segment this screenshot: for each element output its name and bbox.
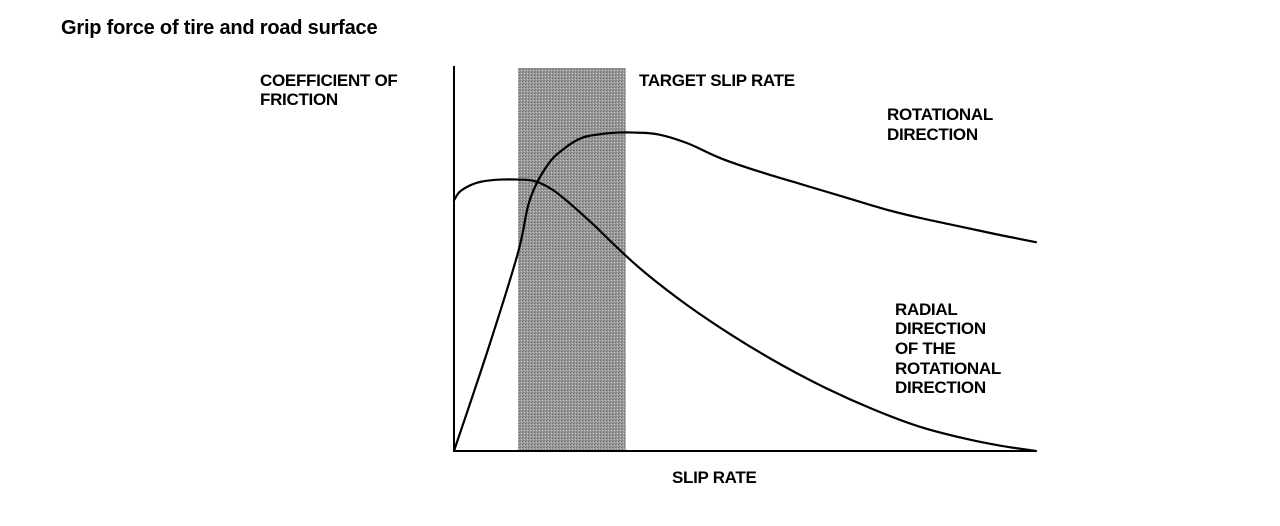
series-radial-label-line-3: OF THE <box>895 339 956 358</box>
series-radial-direction-line <box>452 178 1038 453</box>
y-axis-label-line-2: FRICTION <box>260 90 338 109</box>
series-radial-label-line-4: ROTATIONAL <box>895 359 1001 378</box>
series-rotational-label-line-2: DIRECTION <box>887 125 978 144</box>
page-title: Grip force of tire and road surface <box>61 17 378 39</box>
y-axis-label-line-1: COEFFICIENT OF <box>260 71 397 90</box>
series-rotational-label-line-1: ROTATIONAL <box>887 105 993 124</box>
target-slip-band <box>518 68 626 451</box>
series-radial-label-line-5: DIRECTION <box>895 378 986 397</box>
target-slip-rate-label: TARGET SLIP RATE <box>639 71 795 90</box>
x-axis-label: SLIP RATE <box>672 468 757 487</box>
series-layer <box>452 131 1038 453</box>
series-rotational-direction-line <box>452 131 1038 453</box>
series-radial-label-line-2: DIRECTION <box>895 319 986 338</box>
series-radial-label-line-1: RADIAL <box>895 300 957 319</box>
